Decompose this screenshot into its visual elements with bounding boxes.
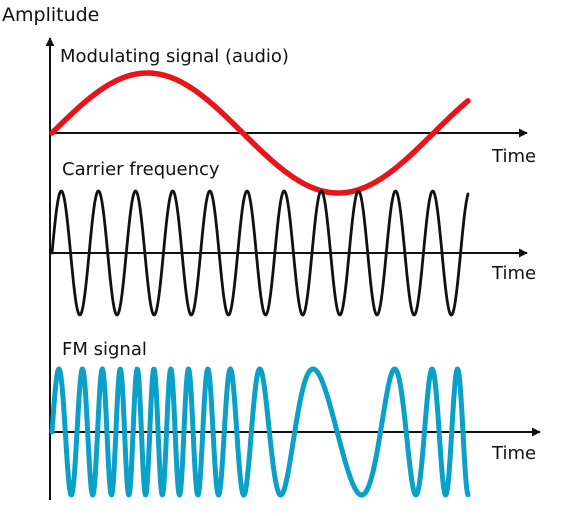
y-axis-label: Amplitude (2, 4, 99, 26)
time-label-fm: Time (491, 443, 536, 464)
fm-signal-title: FM signal (62, 339, 147, 360)
modulating-signal-title: Modulating signal (audio) (60, 46, 289, 67)
carrier-frequency-title: Carrier frequency (62, 159, 220, 180)
time-label-carrier: Time (491, 263, 536, 284)
time-label-modulating: Time (491, 146, 536, 167)
